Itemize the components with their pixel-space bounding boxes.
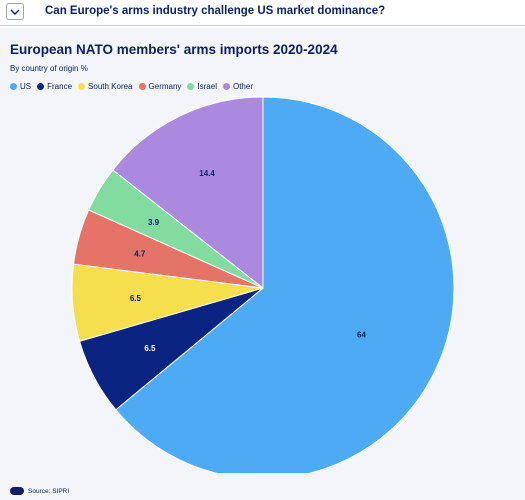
data-label: 6.5 [130,294,142,303]
data-label: 4.7 [134,250,146,259]
legend-label: South Korea [88,82,133,91]
dw-logo-icon [10,487,24,495]
expand-toggle-button[interactable] [6,3,24,20]
legend-swatch [78,83,86,90]
chart-legend: US France South Korea Germany Israel Other [10,82,259,91]
legend-label: Other [232,82,253,91]
chevron-down-icon [10,9,20,15]
legend-item: Other [222,82,253,91]
chart-subtitle: By country of origin % [10,64,88,73]
legend-label: Israel [197,82,217,91]
pie-slice-us[interactable] [115,96,455,473]
legend-swatch [187,83,195,90]
legend-item: South Korea [78,82,133,91]
legend-label: US [20,82,32,91]
chart-title: European NATO members' arms imports 2020… [10,42,338,57]
pie-chart: 64 6.5 6.5 4.7 3.9 14.4 [71,96,455,473]
legend-item: France [37,82,72,91]
legend-item: Germany [138,82,182,91]
legend-item: US [10,82,31,91]
header-bar: Can Europe's arms industry challenge US … [0,0,525,26]
legend-label: Germany [148,82,182,91]
legend-swatch [138,83,146,90]
legend-item: Israel [187,82,217,91]
data-label: 3.9 [148,218,160,227]
legend-swatch [10,83,17,90]
data-label: 14.4 [199,169,215,178]
source-text: Source: SIPRI [28,487,70,495]
legend-swatch [37,83,45,90]
legend-label: France [47,82,73,91]
data-label: 6.5 [144,344,156,353]
data-label: 64 [357,330,366,339]
pie-slice-other[interactable] [112,96,264,290]
legend-swatch [222,83,230,90]
source-footer: Source: SIPRI [10,487,69,495]
question-title[interactable]: Can Europe's arms industry challenge US … [45,5,386,17]
